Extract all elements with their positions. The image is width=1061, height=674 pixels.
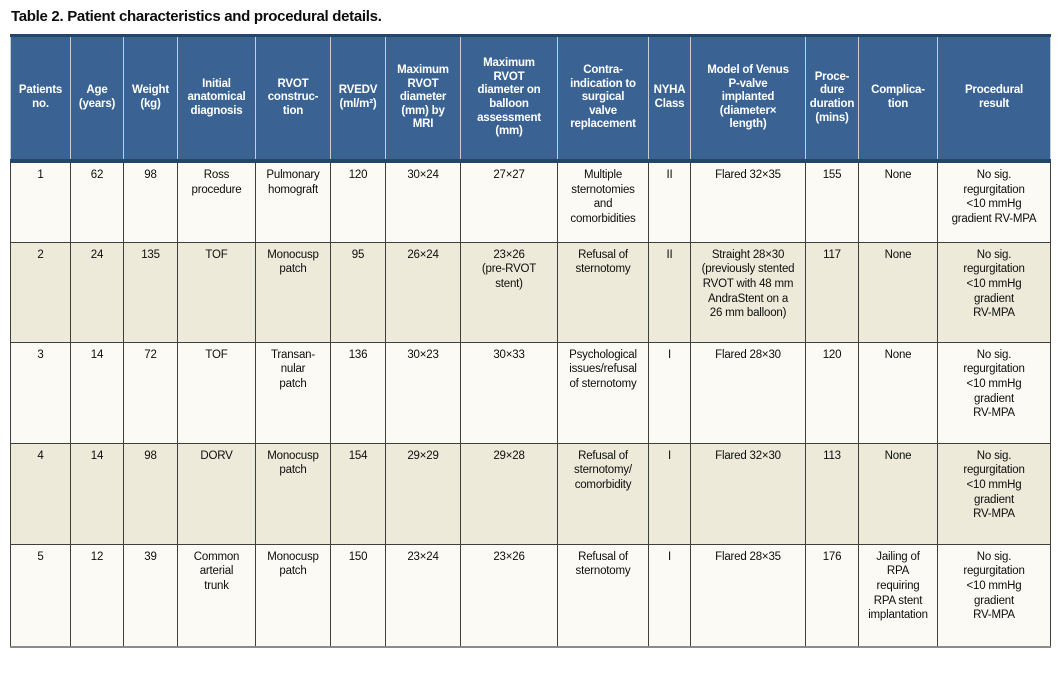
table-cell: 23×24: [385, 543, 461, 648]
table-cell: 29×28: [460, 442, 558, 545]
table-cell: Common arterial trunk: [177, 543, 256, 648]
table-cell: No sig. regurgitation <10 mmHg gradient …: [937, 543, 1051, 648]
table-title: Table 2. Patient characteristics and pro…: [11, 8, 382, 25]
table-cell: Ross procedure: [177, 160, 256, 243]
table-cell: None: [858, 241, 938, 343]
table-cell: DORV: [177, 442, 256, 545]
table-cell: None: [858, 442, 938, 545]
table-cell: Multiple sternotomies and comorbidities: [557, 160, 649, 243]
table-header: Patients no. Age (years) Weight (kg) Ini…: [10, 35, 1051, 161]
header-procedure-duration: Proce- dure duration (mins): [805, 35, 859, 161]
table-cell: 27×27: [460, 160, 558, 243]
table-cell: 30×33: [460, 341, 558, 444]
table-cell: 5: [10, 543, 71, 648]
table-cell: 98: [123, 442, 178, 545]
page: Table 2. Patient characteristics and pro…: [10, 8, 1051, 648]
table-cell: 30×23: [385, 341, 461, 444]
table-cell: Psychological issues/refusal of sternoto…: [557, 341, 649, 444]
table-cell: Transan- nular patch: [255, 341, 331, 444]
table-cell: Flared 32×30: [690, 442, 806, 545]
header-complication: Complica- tion: [858, 35, 938, 161]
table-cell: 117: [805, 241, 859, 343]
header-row: Patients no. Age (years) Weight (kg) Ini…: [10, 35, 1051, 161]
table-cell: 135: [123, 241, 178, 343]
header-rvot-diameter-balloon: Maximum RVOT diameter on balloon assessm…: [460, 35, 558, 161]
table-cell: 120: [330, 160, 386, 243]
table-cell: 98: [123, 160, 178, 243]
table-cell: Flared 28×30: [690, 341, 806, 444]
header-rvot-diameter-mri: Maximum RVOT diameter (mm) by MRI: [385, 35, 461, 161]
header-valve-model: Model of Venus P-valve implanted (diamet…: [690, 35, 806, 161]
header-weight: Weight (kg): [123, 35, 178, 161]
table-cell: 12: [70, 543, 124, 648]
header-rvot-construction: RVOT construc- tion: [255, 35, 331, 161]
table-cell: 30×24: [385, 160, 461, 243]
patient-table: Patients no. Age (years) Weight (kg) Ini…: [10, 34, 1051, 648]
table-cell: 39: [123, 543, 178, 648]
table-cell: 155: [805, 160, 859, 243]
table-cell: Pulmonary homograft: [255, 160, 331, 243]
table-cell: None: [858, 341, 938, 444]
table-cell: TOF: [177, 241, 256, 343]
table-cell: 29×29: [385, 442, 461, 545]
table-cell: None: [858, 160, 938, 243]
table-cell: No sig. regurgitation <10 mmHg gradient …: [937, 341, 1051, 444]
table-cell: 113: [805, 442, 859, 545]
header-contraindication: Contra- indication to surgical valve rep…: [557, 35, 649, 161]
header-procedural-result: Procedural result: [937, 35, 1051, 161]
table-cell: No sig. regurgitation <10 mmHg gradient …: [937, 442, 1051, 545]
table-cell: 1: [10, 160, 71, 243]
table-cell: 95: [330, 241, 386, 343]
table-cell: Monocusp patch: [255, 442, 331, 545]
table-cell: 14: [70, 442, 124, 545]
table-cell: Straight 28×30 (previously stented RVOT …: [690, 241, 806, 343]
table-cell: I: [648, 442, 691, 545]
table-cell: 23×26: [460, 543, 558, 648]
table-row-patient-4: 4 14 98 DORV Monocusp patch 154 29×29 29…: [10, 442, 1051, 545]
table-cell: 62: [70, 160, 124, 243]
table-row-patient-1: 1 62 98 Ross procedure Pulmonary homogra…: [10, 160, 1051, 243]
table-cell: Flared 32×35: [690, 160, 806, 243]
header-patients-no: Patients no.: [10, 35, 71, 161]
header-rvedv: RVEDV (ml/m²): [330, 35, 386, 161]
table-cell: No sig. regurgitation <10 mmHg gradient …: [937, 160, 1051, 243]
table-cell: Refusal of sternotomy/ comorbidity: [557, 442, 649, 545]
table-cell: 176: [805, 543, 859, 648]
table-cell: Flared 28×35: [690, 543, 806, 648]
header-age: Age (years): [70, 35, 124, 161]
table-cell: 120: [805, 341, 859, 444]
table-cell: 24: [70, 241, 124, 343]
table-cell: Monocusp patch: [255, 543, 331, 648]
table-row-patient-2: 2 24 135 TOF Monocusp patch 95 26×24 23×…: [10, 241, 1051, 343]
table-body: 1 62 98 Ross procedure Pulmonary homogra…: [10, 160, 1051, 648]
table-cell: 3: [10, 341, 71, 444]
table-cell: 23×26 (pre-RVOT stent): [460, 241, 558, 343]
table-row-patient-3: 3 14 72 TOF Transan- nular patch 136 30×…: [10, 341, 1051, 444]
table-cell: 72: [123, 341, 178, 444]
table-cell: 26×24: [385, 241, 461, 343]
table-cell: Refusal of sternotomy: [557, 241, 649, 343]
table-cell: 14: [70, 341, 124, 444]
table-cell: 154: [330, 442, 386, 545]
table-cell: 150: [330, 543, 386, 648]
table-cell: I: [648, 543, 691, 648]
table-cell: Monocusp patch: [255, 241, 331, 343]
table-cell: II: [648, 160, 691, 243]
table-cell: Jailing of RPA requiring RPA stent impla…: [858, 543, 938, 648]
table-cell: TOF: [177, 341, 256, 444]
table-row-patient-5: 5 12 39 Common arterial trunk Monocusp p…: [10, 543, 1051, 648]
table-cell: No sig. regurgitation <10 mmHg gradient …: [937, 241, 1051, 343]
table-cell: Refusal of sternotomy: [557, 543, 649, 648]
table-cell: II: [648, 241, 691, 343]
table-cell: 4: [10, 442, 71, 545]
header-nyha-class: NYHA Class: [648, 35, 691, 161]
table-cell: 2: [10, 241, 71, 343]
header-diagnosis: Initial anatomical diagnosis: [177, 35, 256, 161]
table-cell: 136: [330, 341, 386, 444]
table-cell: I: [648, 341, 691, 444]
